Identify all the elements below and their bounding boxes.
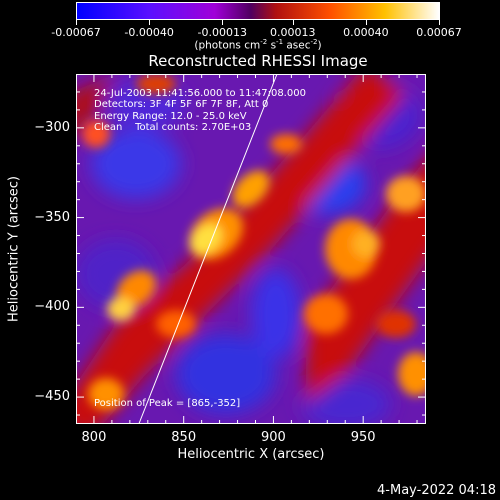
info-energy-range: Energy Range: 12.0 - 25.0 keV	[94, 111, 247, 122]
colorbar-tick-label: 0.00067	[416, 26, 462, 39]
colorbar-tick	[292, 20, 294, 25]
colorbar-tick	[222, 20, 224, 25]
x-axis-label: Heliocentric X (arcsec)	[177, 447, 325, 462]
x-tick-label: 900	[261, 430, 286, 445]
heatmap-svg	[76, 74, 426, 424]
timestamp: 4-May-2022 04:18	[377, 483, 496, 498]
colorbar-tick-label: 0.00013	[269, 26, 316, 39]
colorbar-tick	[149, 20, 151, 25]
x-tick-label: 850	[171, 430, 197, 445]
colorbar-units: (photons cm-2 s-1 asec-2)	[194, 38, 322, 52]
info-detectors: Detectors: 3F 4F 5F 6F 7F 8F, Att 0	[94, 99, 269, 110]
colorbar-tick-label: 0.00040	[343, 26, 389, 39]
colorbar-tick-label: -0.00067	[51, 26, 101, 39]
colorbar	[76, 2, 440, 20]
colorbar-tick	[76, 20, 77, 25]
colorbar-tick	[365, 20, 367, 25]
colorbar-tick-label: -0.00013	[197, 26, 248, 39]
info-peak-position: Position of Peak = [865,-352]	[94, 398, 241, 409]
heatmap-image	[76, 74, 426, 424]
plot-overlay	[76, 74, 426, 424]
x-tick-label: 800	[81, 430, 107, 445]
colorbar-gradient	[77, 3, 439, 19]
info-total-counts: Clean Total counts: 2.70E+03	[94, 122, 252, 133]
y-tick-label: −300	[34, 119, 70, 135]
y-tick-label: −400	[34, 299, 70, 315]
heatmap-bright-layer	[82, 74, 426, 410]
colorbar-tick	[439, 20, 440, 25]
y-tick-label: −350	[34, 209, 70, 225]
y-axis-label: Heliocentric Y (arcsec)	[6, 176, 22, 322]
x-tick-label: 950	[350, 430, 376, 445]
y-tick-label: −450	[34, 389, 70, 405]
plot-title: Reconstructed RHESSI Image	[148, 52, 368, 70]
info-time-range: 24-Jul-2003 11:41:56.000 to 11:47:08.000	[94, 88, 306, 99]
colorbar-tick-label: -0.00040	[124, 26, 174, 39]
solar-limb-line	[138, 74, 278, 424]
